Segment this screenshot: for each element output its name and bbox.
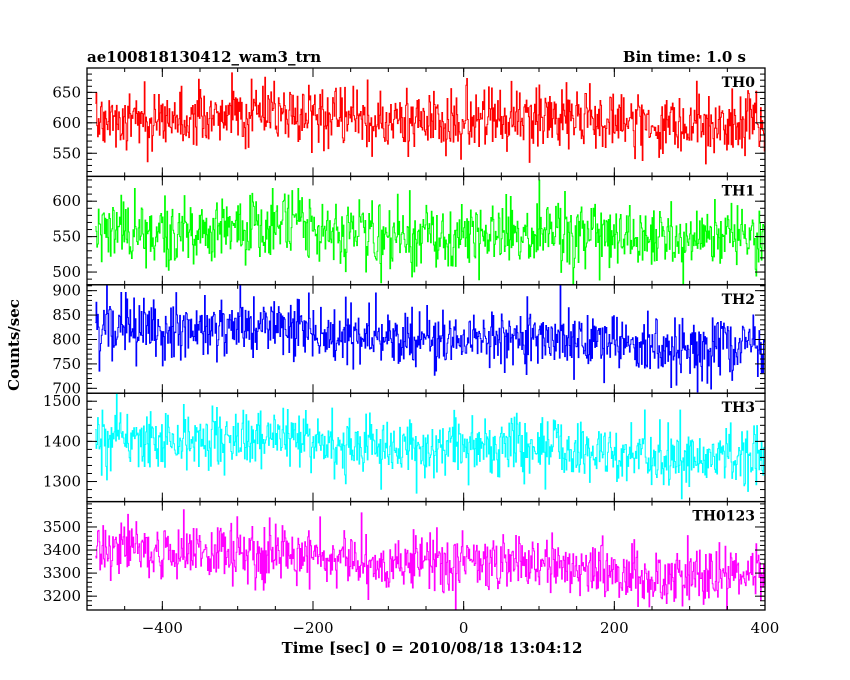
y-tick-label: 550	[52, 144, 81, 162]
x-tick-label: −400	[142, 619, 183, 637]
x-axis-title: Time [sec] 0 = 2010/08/18 13:04:12	[282, 639, 583, 657]
y-tick-label: 3300	[43, 564, 81, 582]
y-tick-label: 600	[52, 192, 81, 210]
panel-label-th0123: TH0123	[692, 509, 755, 525]
x-axis: −400 −200 0 200 400	[142, 619, 780, 637]
panel-th0: 550 600 650 TH0	[52, 67, 766, 178]
panel-th2: 700 750 800 850 900 TH2	[52, 282, 766, 397]
panel-th0123: 3200 3300 3400 3500 TH0123	[43, 500, 766, 611]
panel-th3: 1300 1400 1500 TH3	[43, 392, 766, 503]
observation-id-title: ae100818130412_wam3_trn	[87, 48, 321, 66]
y-tick-label: 3400	[43, 541, 81, 559]
y-tick-label: 650	[52, 83, 81, 101]
panel-frame	[86, 500, 766, 611]
panel-label-th0: TH0	[722, 75, 756, 91]
y-tick-label: 700	[52, 379, 81, 397]
y-tick-label: 3500	[43, 518, 81, 536]
panel-label-th1: TH1	[722, 183, 755, 199]
y-tick-label: 900	[52, 282, 81, 300]
y-tick-label: 3200	[43, 587, 81, 605]
x-tick-label: 400	[751, 619, 780, 637]
y-tick-label: 1400	[43, 432, 81, 450]
series-line-th3	[95, 393, 765, 500]
series-line-th0	[95, 72, 765, 165]
y-axis-title: Counts/sec	[5, 299, 23, 391]
y-tick-label: 600	[52, 114, 81, 132]
panel-label-th3: TH3	[722, 400, 755, 416]
y-tick-label: 850	[52, 306, 81, 324]
y-tick-label: 1300	[43, 473, 81, 491]
y-tick-label: 800	[52, 330, 81, 348]
series-line-th1	[95, 179, 765, 285]
series-line-th0123	[95, 509, 765, 611]
x-tick-label: 200	[600, 619, 629, 637]
y-tick-label: 1500	[43, 392, 81, 410]
y-tick-label: 550	[52, 228, 81, 246]
x-tick-label: 0	[459, 619, 469, 637]
y-tick-label: 750	[52, 355, 81, 373]
panels-group: 550 600 650 TH0 500 550 600 TH1 700 750 800 850 900 T…	[43, 67, 766, 611]
bin-time-title: Bin time: 1.0 s	[623, 48, 746, 66]
panel-label-th2: TH2	[722, 292, 755, 308]
x-tick-label: −200	[292, 619, 333, 637]
y-tick-label: 500	[52, 263, 81, 281]
series-line-th2	[95, 284, 765, 393]
